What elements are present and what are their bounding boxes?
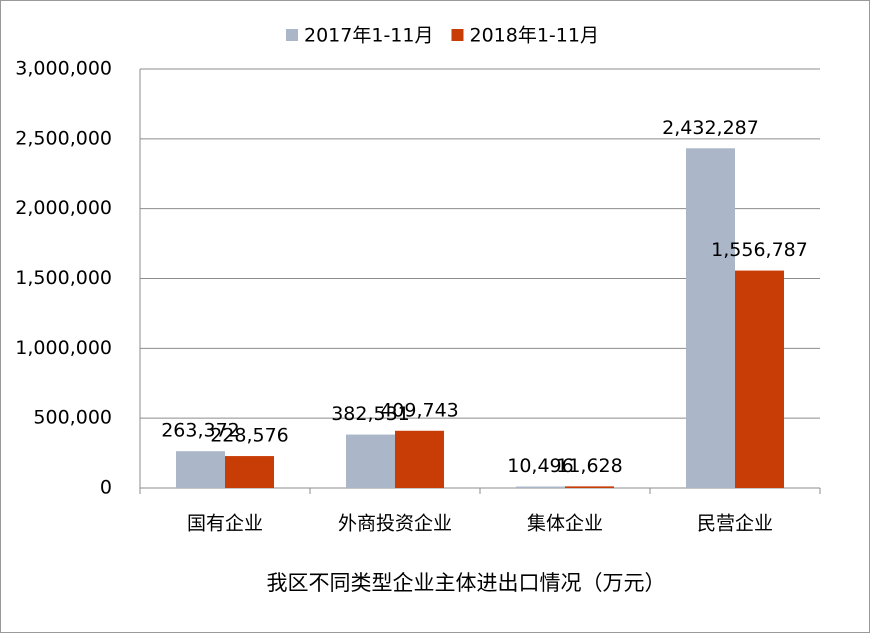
y-tick-label: 2,500,000 bbox=[15, 127, 112, 149]
x-tick-label: 集体企业 bbox=[527, 513, 603, 535]
legend-label: 2017年1-11月 bbox=[304, 25, 433, 47]
value-label: 263,372 bbox=[161, 420, 240, 442]
bar bbox=[225, 456, 274, 488]
bar bbox=[686, 148, 735, 488]
value-label: 409,743 bbox=[380, 399, 459, 421]
bar bbox=[735, 270, 784, 488]
value-label: 228,576 bbox=[210, 425, 289, 447]
value-label: 382,531 bbox=[331, 403, 410, 425]
bar bbox=[346, 434, 395, 488]
value-label: 2,432,287 bbox=[662, 117, 759, 139]
legend-swatch bbox=[286, 29, 298, 41]
value-label: 10,496 bbox=[507, 455, 573, 477]
bar bbox=[565, 486, 614, 488]
bar bbox=[176, 451, 225, 488]
legend-swatch bbox=[451, 29, 464, 41]
y-tick-label: 500,000 bbox=[33, 407, 112, 429]
x-tick-label: 民营企业 bbox=[697, 513, 773, 535]
y-tick-label: 2,000,000 bbox=[15, 197, 112, 219]
y-tick-label: 1,500,000 bbox=[15, 267, 112, 289]
y-tick-label: 3,000,000 bbox=[15, 58, 112, 80]
y-tick-label: 0 bbox=[100, 477, 112, 499]
legend-label: 2018年1-11月 bbox=[469, 25, 598, 47]
value-label: 1,556,787 bbox=[711, 239, 808, 261]
value-label: 11,628 bbox=[556, 455, 622, 477]
y-tick-label: 1,000,000 bbox=[15, 337, 112, 359]
bar bbox=[395, 430, 444, 488]
chart-title: 我区不同类型企业主体进出口情况（万元） bbox=[267, 571, 666, 595]
x-tick-label: 外商投资企业 bbox=[338, 513, 452, 535]
bar bbox=[516, 486, 565, 488]
x-tick-label: 国有企业 bbox=[187, 513, 263, 535]
